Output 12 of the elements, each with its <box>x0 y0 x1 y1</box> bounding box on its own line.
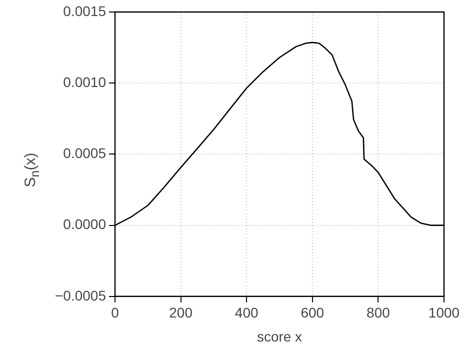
y-tick-label: −0.0005 <box>55 287 106 304</box>
x-tick-label: 200 <box>169 304 193 321</box>
y-tick-label: 0.0000 <box>63 216 106 232</box>
x-tick-label: 800 <box>366 304 390 321</box>
x-tick-label: 400 <box>234 304 258 321</box>
x-tick-label: 600 <box>300 304 324 321</box>
x-tick-label: 0 <box>111 304 120 321</box>
y-tick-label: 0.0015 <box>63 2 106 19</box>
y-tick-label: 0.0005 <box>63 145 106 162</box>
y-tick-label: 0.0010 <box>63 74 106 90</box>
x-axis-title: score x <box>256 328 302 344</box>
x-tick-label: 1000 <box>428 304 460 321</box>
